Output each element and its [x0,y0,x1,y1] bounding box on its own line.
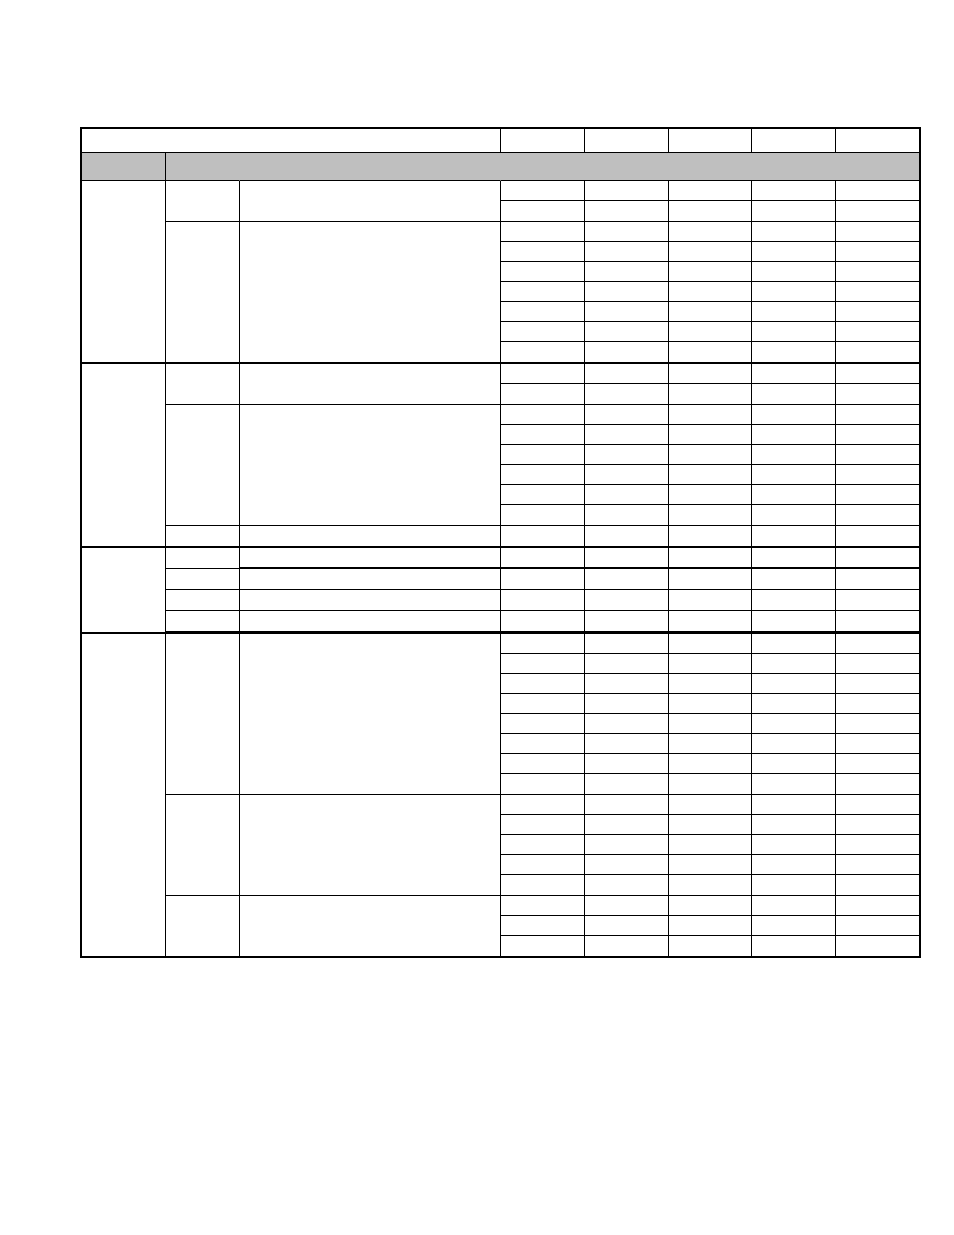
block-2 [82,364,919,548]
table-header-row [82,129,919,153]
block-1-sub-2 [166,222,240,362]
table-row [501,526,919,546]
block-2-sub-1-label [240,364,501,404]
block-1-group [82,181,166,362]
table-row [501,201,919,221]
block-4-sub-3 [166,896,240,956]
table-row [501,916,919,936]
table-row [501,405,919,425]
table-row [501,590,919,610]
block-4-group [82,634,166,956]
header-col-2 [166,129,240,153]
block-2-sub-3-label [240,526,501,546]
block-1-sub-1 [166,181,240,221]
header-col-4 [501,129,585,153]
table-row [501,795,919,815]
group-cell [82,181,165,362]
table-row [501,936,919,956]
table-row [501,322,919,342]
table-row [501,384,919,404]
table-frame [80,127,921,958]
table-row [501,611,919,631]
block-4 [82,634,919,956]
block-1-sub-1-label [240,181,501,221]
header-col-6 [669,129,753,153]
table-row [501,896,919,916]
block-4-sub-2 [166,795,240,895]
table-row [501,694,919,714]
header-col-3 [240,129,501,153]
section-row [82,153,919,181]
block-3-group [82,548,166,632]
block-3 [82,548,919,634]
table-row [501,282,919,302]
table-row [501,465,919,485]
block-2-group [82,364,166,546]
table-row [501,364,919,384]
block-2-sub-3 [166,526,240,546]
table-row [501,569,919,589]
table-row [501,505,919,525]
section-col-3 [240,153,501,181]
section-col-span [501,153,919,181]
table-row [501,835,919,855]
block-1 [82,181,919,364]
table-row [501,734,919,754]
table-row [501,242,919,262]
block-4-sub-2-label [240,795,501,895]
section-col-2 [166,153,240,181]
header-col-7 [752,129,836,153]
block-4-sub-1 [166,634,240,794]
block-2-sub-2 [166,405,240,525]
table-row [501,875,919,895]
table-row [501,342,919,362]
table-row [501,714,919,734]
block-4-sub-3-label [240,896,501,956]
table-row [501,302,919,322]
table-row [501,262,919,282]
table-row [501,548,919,568]
table-row [501,754,919,774]
table-row [501,855,919,875]
block-1-sub-2-label [240,222,501,362]
table-row [501,181,919,201]
header-col-5 [585,129,669,153]
table-row [501,634,919,654]
table-row [501,485,919,505]
table-row [501,445,919,465]
block-2-sub-1 [166,364,240,404]
block-4-sub-1-label [240,634,501,794]
table-row [501,425,919,445]
table-row [501,815,919,835]
table-row [501,222,919,242]
table-row [501,674,919,694]
header-col-1 [82,129,166,153]
table-row [501,774,919,794]
section-col-1 [82,153,166,181]
block-2-sub-2-label [240,405,501,525]
table-row [501,654,919,674]
header-col-8 [836,129,919,153]
